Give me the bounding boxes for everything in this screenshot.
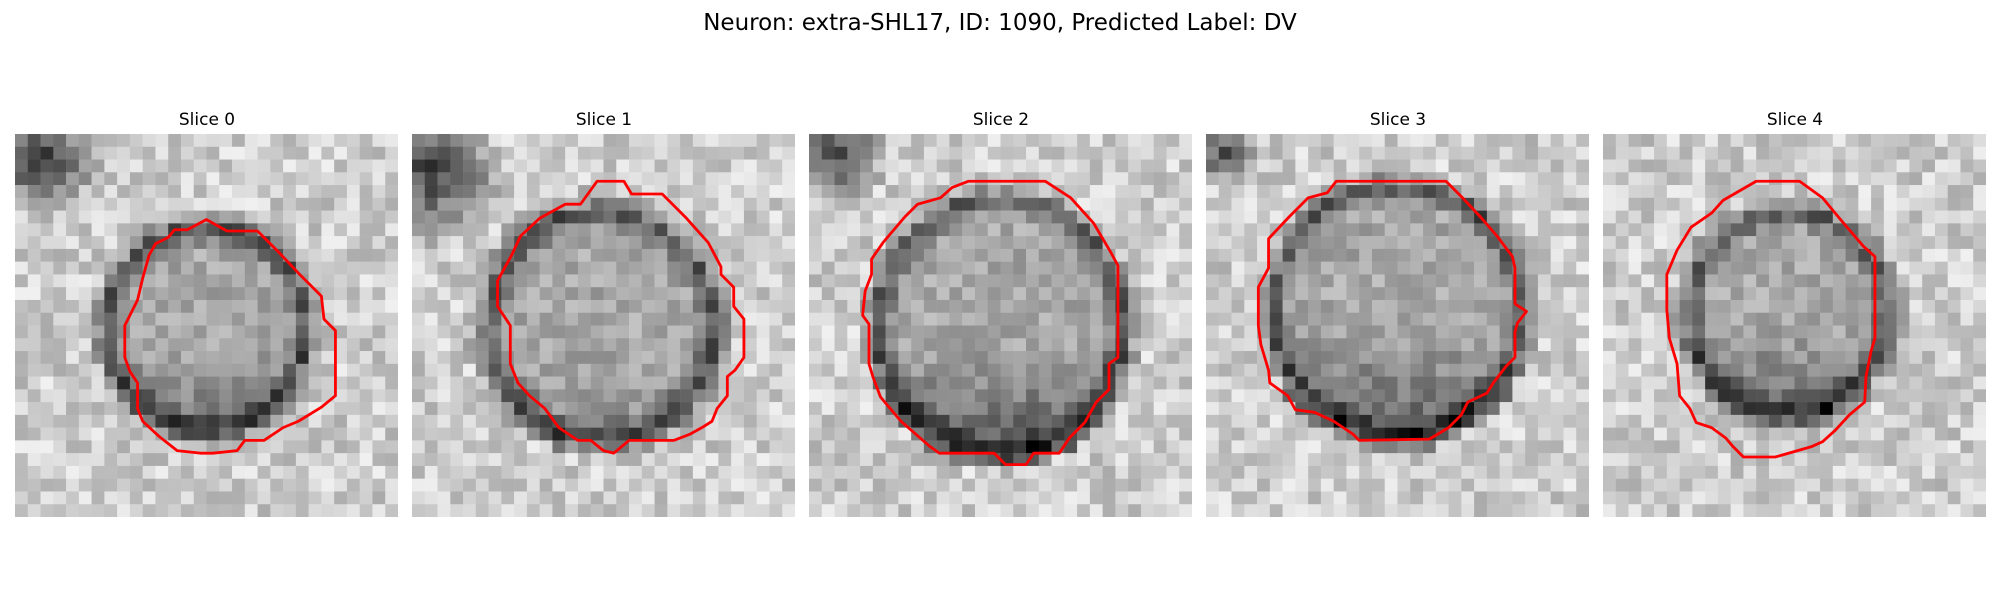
cell-contour-outline <box>496 179 746 455</box>
slice-title-4: Slice 4 <box>1766 110 1824 130</box>
slice-title-2: Slice 2 <box>972 110 1030 130</box>
slice-image-1 <box>412 134 795 517</box>
slice-image-3 <box>1206 134 1589 517</box>
cell-contour-outline <box>1256 179 1528 442</box>
slice-image-2 <box>809 134 1192 517</box>
figure-title: Neuron: extra-SHL17, ID: 1090, Predicted… <box>703 10 1297 36</box>
slice-image-4 <box>1603 134 1986 517</box>
slice-title-3: Slice 3 <box>1369 110 1427 130</box>
cell-contour-outline <box>123 218 337 455</box>
slice-image-0 <box>15 134 398 517</box>
cell-contour-outline <box>861 179 1120 467</box>
cell-contour-outline <box>1665 179 1877 459</box>
slice-title-1: Slice 1 <box>575 110 633 130</box>
slice-title-0: Slice 0 <box>178 110 236 130</box>
